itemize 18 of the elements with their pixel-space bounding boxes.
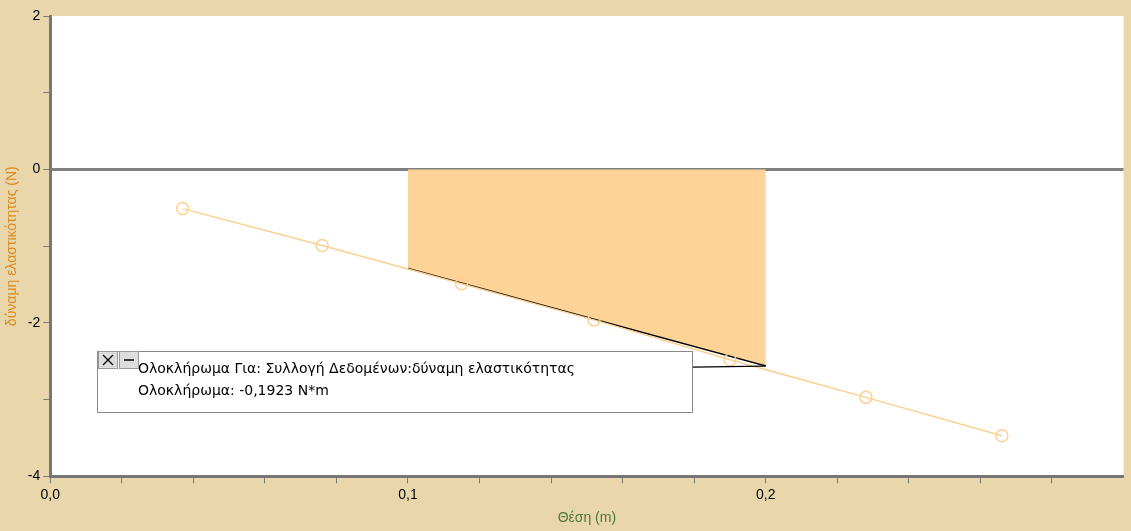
point	[723, 353, 737, 367]
point	[175, 201, 190, 216]
y-tick-label: -4	[27, 467, 41, 484]
x-axis-title: Θέση (m)	[557, 509, 617, 526]
y-tick-label: 2	[32, 6, 41, 23]
annotation: Ολοκλήρωμα: -0,1923 N*m	[138, 382, 329, 398]
y-tick-label: -2	[27, 313, 41, 330]
x-tick-label: 0,2	[756, 485, 776, 502]
annotation: Ολοκλήρωμα Για: Συλλογή Δεδομένων:δύναμη ελαστικότητας	[138, 360, 575, 376]
point	[995, 428, 1009, 443]
point	[315, 238, 329, 253]
y-axis-title: δύναμη ελαστικότητας (N)	[3, 166, 20, 327]
x-tick-label: 0,0	[40, 485, 61, 502]
point	[587, 313, 601, 327]
y-tick-label: 0	[32, 160, 41, 177]
point	[859, 390, 873, 405]
point	[454, 277, 469, 291]
x-tick-label: 0,1	[398, 485, 418, 502]
